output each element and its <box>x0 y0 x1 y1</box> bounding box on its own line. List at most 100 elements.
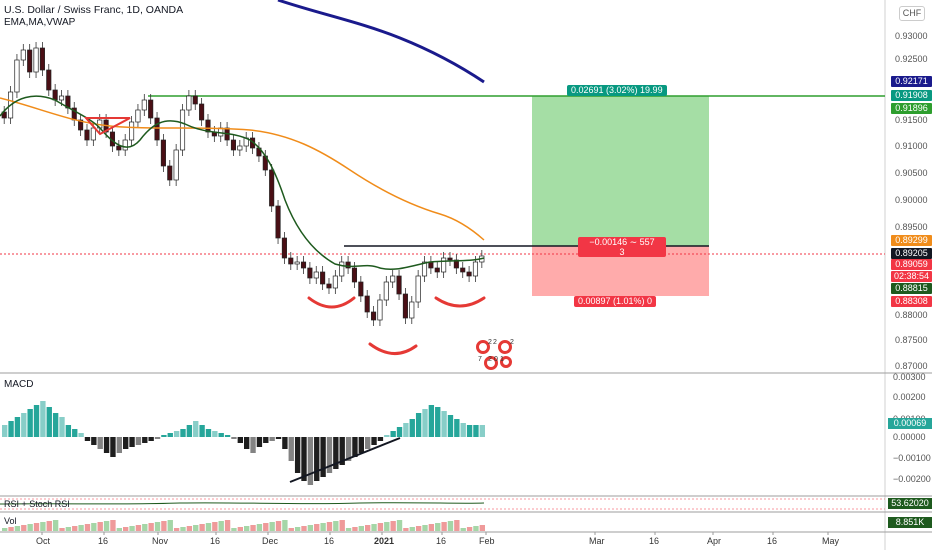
volume-bar <box>52 520 59 531</box>
bear-candle <box>326 283 332 289</box>
macd-bar-positive <box>8 421 14 437</box>
stop-label[interactable]: 0.00897 (1.01%) 0 <box>574 296 657 307</box>
price-tick: 0.90000 <box>895 195 928 205</box>
macd-bar-negative <box>288 437 294 461</box>
countdown-tag: 02:38:54 <box>891 271 932 282</box>
macd-bar-negative <box>97 437 103 449</box>
bull-candle <box>409 301 415 319</box>
price-tag-ema: 0.88815 <box>891 283 932 294</box>
volume-bar <box>180 527 186 531</box>
time-label: Oct <box>36 536 51 546</box>
bear-candle <box>453 259 459 269</box>
price-tag-resistance: 0.91896 <box>891 103 932 114</box>
volume-bar <box>135 525 142 531</box>
price-tick: 0.90500 <box>895 168 928 178</box>
macd-bar-positive <box>415 413 422 437</box>
icon-number: 2 <box>488 339 492 346</box>
macd-bar-negative <box>91 437 97 445</box>
macd-bar-positive <box>447 415 454 437</box>
macd-bar-negative <box>250 437 256 453</box>
volume-bar <box>59 528 65 531</box>
volume-bar <box>14 526 21 531</box>
volume-bar <box>8 527 14 531</box>
macd-bar-positive <box>212 431 218 437</box>
volume-bar <box>193 525 199 531</box>
bear-candle <box>84 129 90 141</box>
bear-candle <box>39 47 45 71</box>
icon-number: 2 <box>493 339 497 346</box>
time-label: 16 <box>767 536 778 546</box>
target-icon <box>500 356 512 368</box>
bear-candle <box>148 99 154 119</box>
rsi-line <box>0 502 485 505</box>
bull-candle <box>186 95 192 111</box>
vol-title[interactable]: Vol <box>4 516 17 526</box>
macd-bar-positive <box>390 431 396 437</box>
bull-candle <box>294 261 300 265</box>
macd-bar-positive <box>33 405 40 437</box>
price-tag-target: 0.91908 <box>891 90 932 101</box>
target-label[interactable]: 0.02691 (3.02%) 19.99 <box>567 85 667 96</box>
volume-bar <box>65 527 72 531</box>
time-label: 16 <box>98 536 109 546</box>
macd-bar-negative <box>103 437 110 453</box>
macd-bar-negative <box>282 437 288 449</box>
volume-bar <box>186 526 193 531</box>
currency-badge[interactable]: CHF <box>899 6 925 21</box>
time-label: 16 <box>210 536 221 546</box>
volume-bar <box>123 527 129 531</box>
bull-candle <box>415 275 421 303</box>
volume-bar <box>365 525 371 531</box>
macd-divergence-line[interactable] <box>289 437 401 483</box>
head-curve[interactable] <box>368 342 418 355</box>
volume-bar <box>422 525 428 531</box>
symbol-title[interactable]: U.S. Dollar / Swiss Franc, 1D, OANDA <box>4 4 184 16</box>
macd-bar-positive <box>27 409 33 437</box>
left-shoulder-curve[interactable] <box>307 296 356 309</box>
volume-bar <box>294 527 301 531</box>
macd-bar-positive <box>14 417 21 437</box>
indicator-legend[interactable]: EMA,MA,VWAP <box>4 17 76 28</box>
macd-tick: −0.00200 <box>893 474 931 484</box>
volume-bar <box>301 526 307 531</box>
bull-candle <box>332 275 338 289</box>
volume-bar <box>428 524 435 531</box>
macd-bar-negative <box>263 437 269 443</box>
volume-bar <box>466 527 473 531</box>
bear-candle <box>351 267 358 283</box>
bear-candle <box>447 257 453 261</box>
macd-bar-negative <box>110 437 116 457</box>
macd-bar-positive <box>466 425 473 437</box>
macd-bar-positive <box>72 429 78 437</box>
macd-bar-negative <box>135 437 142 445</box>
macd-title[interactable]: MACD <box>4 379 34 390</box>
volume-bar <box>377 523 384 531</box>
macd-bar-negative <box>326 437 333 473</box>
right-shoulder-curve[interactable] <box>434 296 486 308</box>
entry-label[interactable]: −0.00146 ∼ 557 3 <box>578 237 666 257</box>
macd-bar-negative <box>244 437 250 449</box>
volume-bar <box>390 521 396 531</box>
time-label: May <box>822 536 840 546</box>
macd-bar-positive <box>173 431 180 437</box>
time-label: Mar <box>589 536 605 546</box>
bear-candle <box>460 267 466 273</box>
macd-bar-negative <box>358 437 364 453</box>
triangle-drawing[interactable] <box>83 117 131 136</box>
rsi-title[interactable]: RSI + Stoch RSI <box>4 499 70 509</box>
macd-bar-positive <box>409 419 415 437</box>
volume-bar <box>129 526 135 531</box>
volume-bar <box>307 525 314 531</box>
volume-bar <box>224 520 231 531</box>
bull-candle <box>33 47 39 73</box>
volume-bar <box>244 526 250 531</box>
macd-bar-positive <box>479 425 485 437</box>
volume-bar <box>199 524 205 531</box>
bear-candle <box>154 117 160 141</box>
bull-candle <box>377 299 383 321</box>
bear-candle <box>364 295 370 313</box>
bull-candle <box>90 127 96 141</box>
profit-zone[interactable] <box>532 96 709 246</box>
